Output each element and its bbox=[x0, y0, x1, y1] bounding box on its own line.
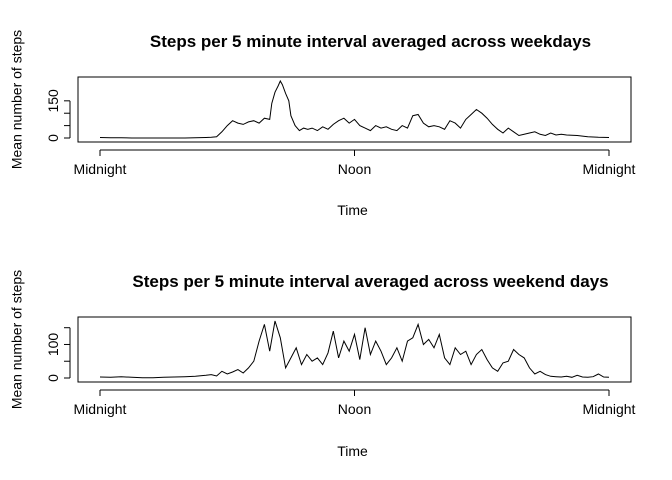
x-tick-label: Midnight bbox=[583, 161, 636, 177]
series-line bbox=[99, 79, 610, 139]
y-axis-label: Mean number of steps bbox=[9, 30, 25, 169]
x-tick-label: Noon bbox=[338, 161, 371, 177]
plot-frame bbox=[77, 76, 632, 143]
y-axis-label: Mean number of steps bbox=[9, 270, 25, 409]
y-axis: 0 100 bbox=[45, 327, 71, 382]
x-axis: Midnight Noon Midnight bbox=[74, 149, 636, 177]
chart-title: Steps per 5 minute interval averaged acr… bbox=[132, 272, 608, 291]
weekday-panel: Steps per 5 minute interval averaged acr… bbox=[9, 30, 636, 218]
x-tick-label: Midnight bbox=[74, 161, 127, 177]
y-tick-label: 100 bbox=[45, 333, 61, 357]
x-axis-label: Time bbox=[337, 202, 368, 218]
y-axis: 0 150 bbox=[45, 89, 71, 142]
x-axis-label: Time bbox=[337, 443, 368, 459]
y-tick-label: 0 bbox=[45, 374, 61, 382]
x-tick-label: Midnight bbox=[74, 401, 127, 417]
y-tick-label: 0 bbox=[45, 134, 61, 142]
x-tick-label: Midnight bbox=[583, 401, 636, 417]
y-tick-label: 150 bbox=[45, 89, 61, 113]
chart-title: Steps per 5 minute interval averaged acr… bbox=[150, 32, 591, 51]
x-tick-label: Noon bbox=[338, 401, 371, 417]
series-line bbox=[99, 320, 610, 379]
weekend-panel: Steps per 5 minute interval averaged acr… bbox=[9, 270, 636, 459]
plot-frame bbox=[77, 316, 632, 383]
x-axis: Midnight Noon Midnight bbox=[74, 389, 636, 417]
